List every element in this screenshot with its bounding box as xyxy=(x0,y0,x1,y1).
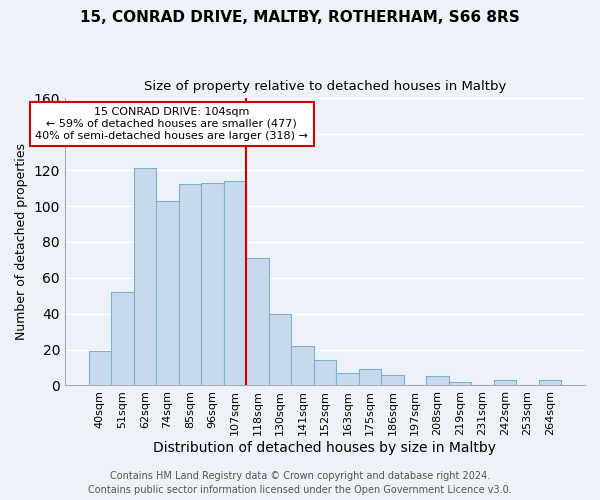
Bar xyxy=(201,182,224,386)
Bar xyxy=(269,314,291,386)
Y-axis label: Number of detached properties: Number of detached properties xyxy=(15,144,28,340)
X-axis label: Distribution of detached houses by size in Maltby: Distribution of detached houses by size … xyxy=(154,441,496,455)
Bar xyxy=(381,374,404,386)
Bar xyxy=(539,380,562,386)
Bar xyxy=(224,181,246,386)
Bar xyxy=(156,200,179,386)
Text: Contains HM Land Registry data © Crown copyright and database right 2024.
Contai: Contains HM Land Registry data © Crown c… xyxy=(88,471,512,495)
Bar xyxy=(179,184,201,386)
Bar xyxy=(134,168,156,386)
Bar xyxy=(111,292,134,386)
Bar xyxy=(449,382,472,386)
Bar xyxy=(246,258,269,386)
Bar xyxy=(494,380,517,386)
Title: Size of property relative to detached houses in Maltby: Size of property relative to detached ho… xyxy=(144,80,506,93)
Bar xyxy=(426,376,449,386)
Bar xyxy=(314,360,336,386)
Bar xyxy=(89,352,111,386)
Bar xyxy=(336,373,359,386)
Text: 15, CONRAD DRIVE, MALTBY, ROTHERHAM, S66 8RS: 15, CONRAD DRIVE, MALTBY, ROTHERHAM, S66… xyxy=(80,10,520,25)
Bar xyxy=(291,346,314,386)
Bar xyxy=(359,370,381,386)
Text: 15 CONRAD DRIVE: 104sqm
← 59% of detached houses are smaller (477)
40% of semi-d: 15 CONRAD DRIVE: 104sqm ← 59% of detache… xyxy=(35,108,308,140)
